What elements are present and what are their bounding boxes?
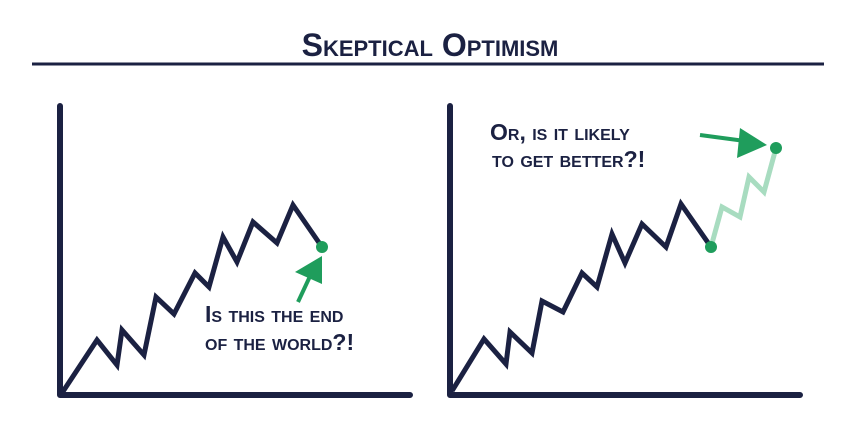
right-current-point bbox=[705, 241, 717, 253]
right-caption-line2: to get better?! bbox=[492, 146, 645, 172]
left-arrow-head-icon bbox=[295, 256, 322, 284]
left-axes bbox=[57, 103, 413, 398]
left-panel: Is this the end of the world?! bbox=[57, 103, 413, 398]
right-caption-line1: Or, is it likely bbox=[490, 119, 630, 145]
right-panel: Or, is it likely to get better?! bbox=[447, 103, 803, 398]
right-trend-line bbox=[449, 198, 714, 393]
right-axes bbox=[447, 103, 803, 398]
right-arrow-shaft bbox=[699, 133, 746, 143]
left-current-point bbox=[316, 241, 328, 253]
title: Skeptical Optimism bbox=[302, 27, 559, 63]
right-future-point bbox=[770, 142, 782, 154]
right-arrow-head-icon bbox=[737, 128, 767, 158]
left-trend-line bbox=[59, 199, 325, 395]
left-caption-line1: Is this the end bbox=[205, 301, 343, 327]
left-caption-line2: of the world?! bbox=[205, 329, 354, 355]
right-projection-line bbox=[708, 147, 779, 248]
